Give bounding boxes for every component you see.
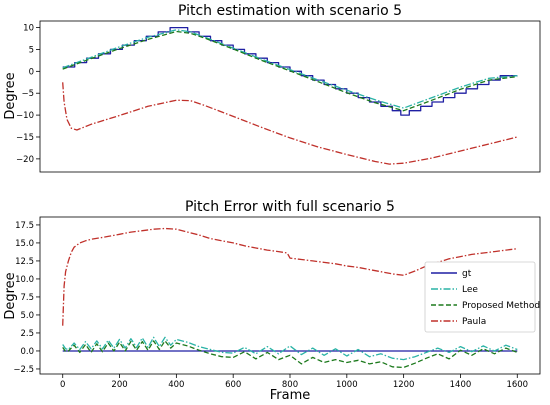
- chart-title: Pitch Error with full scenario 5: [185, 199, 395, 215]
- x-tick-label: 1600: [506, 380, 528, 390]
- y-tick-label: 10: [23, 24, 34, 34]
- y-tick-label: 0.0: [20, 347, 34, 357]
- plot-lines: [62, 227, 518, 369]
- legend-label: Paula: [462, 317, 486, 327]
- series-line-lee: [62, 29, 518, 109]
- y-tick-label: −2.5: [13, 365, 34, 375]
- x-tick-label: 1400: [450, 380, 472, 390]
- x-tick-label: 600: [225, 380, 241, 390]
- x-ticks: 0 200 400 600 800 1000 1200 1400 1600: [60, 374, 528, 390]
- plot-lines: [62, 26, 518, 165]
- x-tick-label: 200: [111, 380, 127, 390]
- y-tick-label: 2.5: [20, 329, 34, 339]
- series-line-lee: [62, 336, 518, 361]
- series-line-paula: [62, 82, 518, 165]
- y-tick-label: −10: [16, 111, 34, 121]
- y-ticks: −20 −15 −10 −5 0 5 10: [16, 24, 40, 165]
- y-tick-label: −15: [16, 133, 34, 143]
- legend-label: gt: [462, 269, 472, 279]
- x-axis-label: Frame: [270, 388, 311, 403]
- plot-frame: [39, 216, 541, 375]
- y-tick-label: 0: [29, 67, 34, 77]
- y-axis-label: Degree: [3, 72, 18, 119]
- legend: gt Lee Proposed Method Paula: [424, 261, 540, 333]
- series-line-paula: [62, 227, 518, 326]
- chart-title: Pitch estimation with scenario 5: [178, 3, 402, 19]
- y-axis-label: Degree: [3, 272, 18, 319]
- y-tick-label: 12.5: [15, 257, 34, 267]
- chart-pitch-error: Pitch Error with full scenario 5 Degree …: [3, 199, 541, 403]
- y-tick-label: 17.5: [15, 221, 34, 231]
- y-tick-label: 5.0: [20, 311, 34, 321]
- series-line-proposed-method: [62, 340, 518, 369]
- y-tick-label: −5: [21, 89, 34, 99]
- legend-label: Lee: [462, 285, 478, 295]
- chart-pitch-estimation: Pitch estimation with scenario 5 Degree …: [3, 3, 541, 173]
- y-tick-label: −20: [16, 155, 34, 165]
- x-tick-label: 800: [282, 380, 298, 390]
- x-tick-label: 1200: [393, 380, 415, 390]
- y-tick-label: 7.5: [20, 293, 34, 303]
- x-tick-label: 1000: [336, 380, 358, 390]
- y-tick-label: 15.0: [15, 239, 34, 249]
- legend-label: Proposed Method: [462, 301, 540, 311]
- y-tick-label: 5: [29, 45, 34, 55]
- series-line-proposed: [62, 30, 518, 112]
- x-tick-label: 400: [168, 380, 184, 390]
- x-tick-label: 0: [60, 380, 65, 390]
- y-tick-label: 10.0: [15, 275, 34, 285]
- y-ticks: −2.5 0.0 2.5 5.0 7.5 10.0 12.5 15.0 17.5: [13, 221, 40, 375]
- plot-frame: [39, 20, 541, 173]
- legend-box: [424, 261, 536, 333]
